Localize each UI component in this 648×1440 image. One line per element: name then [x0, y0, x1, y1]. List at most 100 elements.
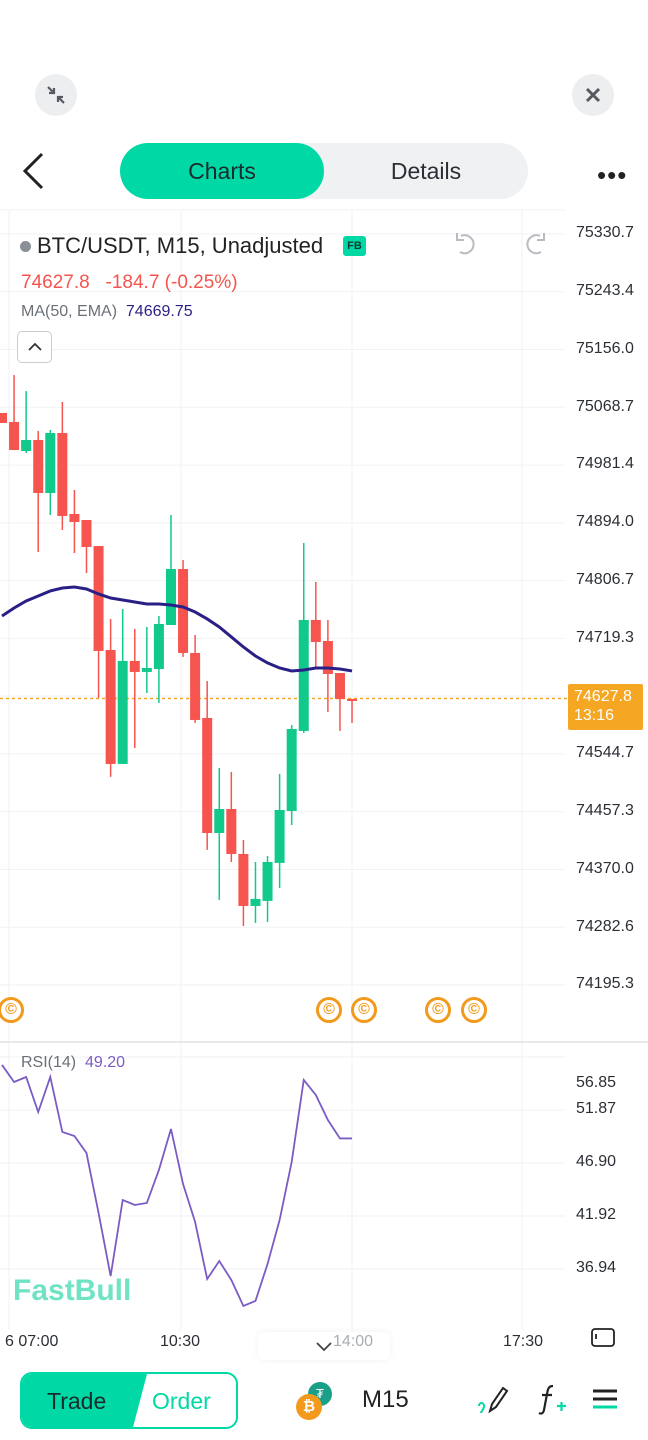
fb-badge: FB — [343, 236, 366, 256]
tab-charts[interactable]: Charts — [120, 143, 324, 199]
minimize-button[interactable] — [35, 74, 77, 116]
rsi-axis-label: 41.92 — [576, 1206, 617, 1223]
rsi-axis-label: 36.94 — [576, 1259, 617, 1276]
candle-down — [178, 569, 189, 653]
candle-down — [226, 808, 237, 854]
candle-down — [347, 698, 358, 701]
event-marker-icon[interactable]: © — [461, 997, 487, 1023]
more-options-button[interactable]: ••• — [597, 160, 627, 191]
candle-down — [129, 660, 140, 672]
candle-up — [117, 660, 128, 764]
ma50-line — [1, 585, 353, 673]
price-axis-label: 74981.4 — [576, 455, 634, 472]
function-plus-icon — [538, 1384, 566, 1415]
chart-legend: BTC/USDT, M15, Unadjusted FB — [20, 233, 366, 259]
rsi-legend: RSI(14) 49.20 — [21, 1054, 125, 1072]
last-price-tag: 74627.8 13:16 — [568, 684, 643, 730]
candle-down — [93, 546, 104, 651]
candle-down — [69, 513, 80, 522]
collapse-legend-button[interactable] — [17, 331, 52, 363]
event-marker-icon[interactable]: © — [316, 997, 342, 1023]
ma-label: MA(50, EMA) — [21, 303, 118, 320]
candle-down — [334, 672, 345, 699]
price-change: 74627.8 -184.7 (-0.25%) — [21, 272, 238, 294]
rsi-axis-label: 56.85 — [576, 1074, 617, 1091]
ma-legend: MA(50, EMA) 74669.75 — [21, 303, 193, 321]
event-marker-icon[interactable]: © — [0, 997, 24, 1023]
menu-button[interactable] — [592, 1388, 618, 1415]
candle-up — [214, 808, 225, 834]
price-axis-label: 74806.7 — [576, 571, 634, 588]
candle-up — [153, 623, 164, 669]
price-axis-label: 74457.3 — [576, 802, 634, 819]
rsi-value: 49.20 — [85, 1054, 126, 1071]
rsi-label: RSI(14) — [21, 1054, 77, 1071]
candle-down — [33, 439, 44, 494]
candle-down — [190, 652, 201, 720]
close-icon — [585, 87, 601, 103]
time-label: 14:00 — [333, 1333, 374, 1350]
candle-up — [165, 569, 176, 625]
layout-toggle-button[interactable] — [591, 1328, 615, 1353]
bitcoin-icon: ₿ — [296, 1394, 322, 1420]
candle-up — [298, 619, 309, 731]
price-axis-label: 75330.7 — [576, 224, 634, 241]
candle-down — [0, 412, 7, 423]
rsi-line — [1, 1064, 353, 1308]
undo-icon — [456, 233, 475, 255]
candle-down — [310, 619, 321, 642]
trade-button[interactable]: Trade — [47, 1388, 107, 1414]
status-dot-icon — [20, 240, 31, 252]
event-marker-icon[interactable]: © — [425, 997, 451, 1023]
change-value: -184.7 (-0.25%) — [105, 272, 238, 293]
rsi-axis-label: 51.87 — [576, 1100, 617, 1117]
candle-up — [262, 861, 273, 901]
price-axis-label: 74195.3 — [576, 975, 634, 992]
candle-down — [238, 853, 249, 906]
price-axis-label: 74370.0 — [576, 860, 634, 877]
undo-button[interactable] — [453, 230, 481, 263]
time-label: 6 07:00 — [5, 1333, 59, 1350]
price-axis-label: 74544.7 — [576, 744, 634, 761]
tag-countdown: 13:16 — [574, 707, 615, 724]
chevron-up-icon — [27, 342, 42, 351]
candle-down — [81, 520, 92, 547]
view-tabs: Charts Details — [120, 143, 528, 199]
price-axis-label: 75068.7 — [576, 398, 634, 415]
price-axis-label: 74719.3 — [576, 629, 634, 646]
candle-down — [322, 640, 333, 674]
chevron-down-icon — [316, 1342, 332, 1352]
drawing-tools-button[interactable] — [476, 1384, 510, 1421]
candle-down — [105, 649, 116, 764]
tab-details[interactable]: Details — [390, 157, 462, 184]
ma-value: 74669.75 — [125, 303, 193, 320]
indicators-button[interactable] — [537, 1382, 567, 1421]
panel-icon — [591, 1328, 615, 1347]
price-axis-label: 74282.6 — [576, 918, 634, 935]
time-axis-toggle[interactable] — [258, 1332, 390, 1360]
candle-down — [57, 433, 68, 516]
price-axis-label: 75156.0 — [576, 340, 634, 357]
candle-up — [286, 728, 297, 811]
last-price: 74627.8 — [21, 272, 90, 293]
candle-up — [45, 433, 56, 494]
candle-up — [21, 439, 32, 452]
candle-up — [274, 809, 285, 863]
order-button[interactable]: Order — [152, 1388, 211, 1414]
close-button[interactable] — [572, 74, 614, 116]
rsi-axis-label: 46.90 — [576, 1153, 617, 1170]
back-button[interactable] — [20, 152, 46, 195]
fastbull-watermark: FastBull — [13, 1274, 132, 1307]
tag-price: 74627.8 — [574, 688, 632, 705]
symbol-selector[interactable]: ₮ ₿ — [296, 1382, 338, 1422]
event-marker-icon[interactable]: © — [351, 997, 377, 1023]
timeframe-selector[interactable]: M15 — [362, 1386, 409, 1413]
price-axis-label: 75243.4 — [576, 282, 634, 299]
symbol-title: BTC/USDT, M15, Unadjusted — [37, 233, 324, 258]
pencil-icon — [478, 1386, 509, 1414]
candle-down — [9, 421, 20, 451]
redo-button[interactable] — [520, 230, 548, 263]
redo-icon — [526, 233, 545, 255]
candle-up — [250, 898, 261, 906]
